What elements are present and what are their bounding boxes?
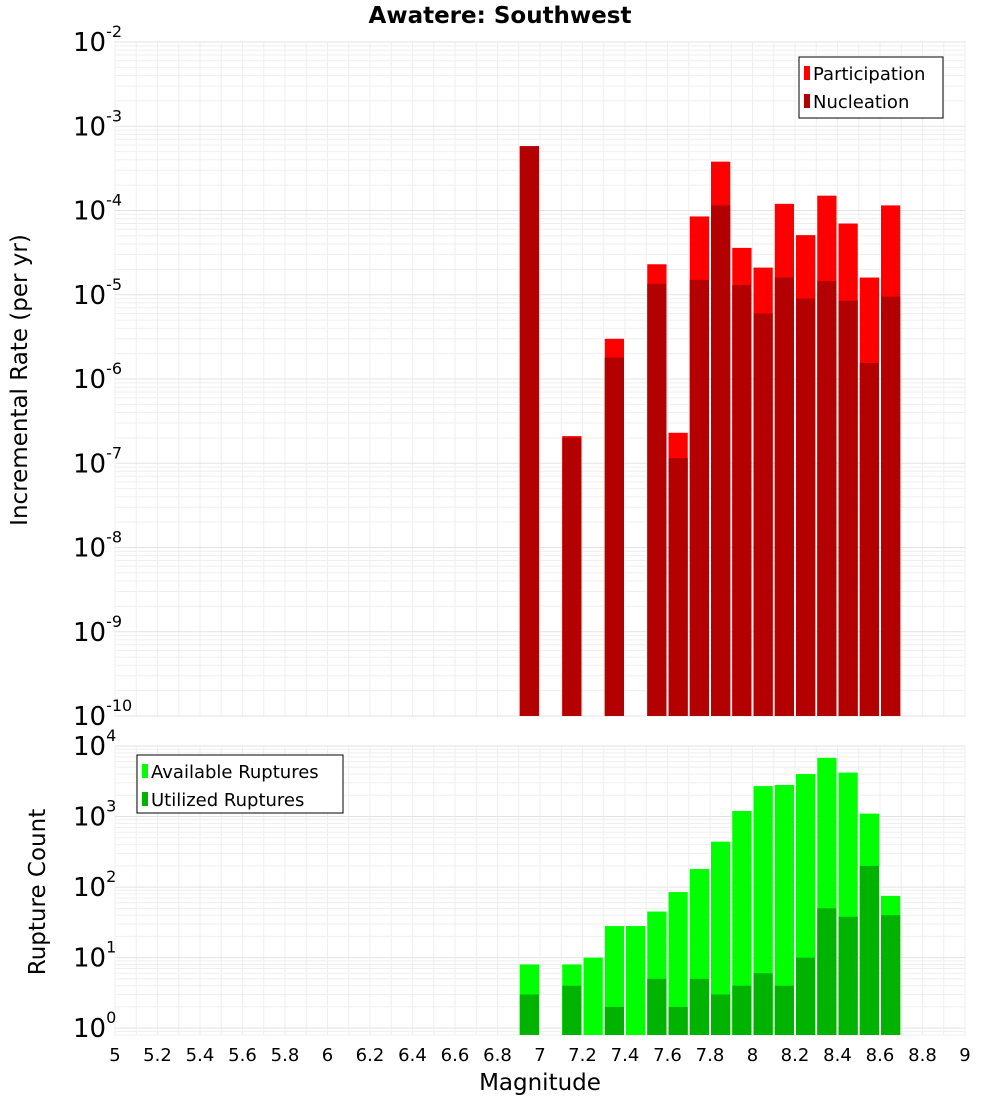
bar bbox=[732, 285, 752, 716]
x-tick-label: 7.8 bbox=[696, 1045, 725, 1066]
incremental-rate-panel: 10-10 10-9 10-8 10-7 10-6 10-5 10-4 10-3 10-2 Par… bbox=[73, 22, 966, 732]
bar bbox=[583, 957, 603, 1035]
legend-box bbox=[136, 754, 344, 814]
bar bbox=[817, 281, 837, 716]
y-axis-label-count: Rupture Count bbox=[25, 809, 51, 975]
y-tick-label: 101 bbox=[73, 938, 116, 974]
legend: Available Ruptures Utilized Ruptures bbox=[136, 754, 344, 814]
bar bbox=[668, 458, 688, 716]
legend-swatch bbox=[142, 764, 148, 778]
y-tick-labels: 10-10 10-9 10-8 10-7 10-6 10-5 10-4 10-3 10-2 bbox=[73, 22, 132, 732]
y-tick-label: 100 bbox=[73, 1008, 116, 1044]
series-nucleation bbox=[519, 146, 901, 716]
bar bbox=[796, 298, 816, 716]
bar bbox=[711, 841, 731, 1035]
x-tick-label: 8.4 bbox=[823, 1045, 852, 1066]
x-tick-label: 7.2 bbox=[568, 1045, 597, 1066]
x-tick-label: 6.2 bbox=[356, 1045, 385, 1066]
legend-swatch bbox=[804, 66, 810, 80]
bar bbox=[519, 994, 539, 1035]
legend-entry: Available Ruptures bbox=[151, 762, 319, 783]
y-tick-label: 10-8 bbox=[73, 528, 122, 564]
legend-entry: Nucleation bbox=[813, 92, 909, 113]
chart-title: Awatere: Southwest bbox=[369, 3, 632, 29]
grid bbox=[114, 41, 966, 717]
bar bbox=[774, 784, 794, 1035]
y-tick-label: 10-4 bbox=[73, 191, 122, 227]
x-tick-label: 5 bbox=[109, 1045, 120, 1066]
x-tick-label: 5.6 bbox=[228, 1045, 257, 1066]
bar bbox=[859, 865, 879, 1035]
x-axis: 5 5.2 5.4 5.6 5.8 6 6.2 6.4 6.6 6.8 7 7.2 7.4 7.6 7.8 8… bbox=[109, 1045, 970, 1066]
bar bbox=[817, 908, 837, 1035]
bar bbox=[774, 985, 794, 1035]
x-tick-label: 8.2 bbox=[781, 1045, 810, 1066]
bar bbox=[562, 437, 582, 716]
y-tick-label: 102 bbox=[73, 867, 116, 903]
y-tick-label: 10-6 bbox=[73, 359, 122, 395]
bar bbox=[753, 313, 773, 716]
y-tick-label: 104 bbox=[73, 726, 116, 762]
y-tick-label: 10-9 bbox=[73, 612, 122, 648]
bar bbox=[753, 786, 773, 1035]
rupture-count-panel: 100 101 102 103 104 Available Ruptures Utilize… bbox=[73, 726, 966, 1044]
bar bbox=[881, 296, 901, 716]
y-tick-labels: 100 101 102 103 104 bbox=[73, 726, 116, 1044]
legend-entry: Utilized Ruptures bbox=[151, 790, 304, 811]
legend-entry: Participation bbox=[813, 64, 925, 85]
y-tick-label: 10-5 bbox=[73, 275, 122, 311]
y-tick-label: 10-3 bbox=[73, 106, 122, 142]
x-tick-label: 8.6 bbox=[866, 1045, 895, 1066]
bar bbox=[604, 1006, 624, 1035]
bar bbox=[689, 978, 709, 1035]
x-tick-label: 7.6 bbox=[653, 1045, 682, 1066]
y-tick-label: 10-2 bbox=[73, 22, 122, 58]
x-tick-label: 7 bbox=[534, 1045, 545, 1066]
x-tick-label: 8.8 bbox=[908, 1045, 937, 1066]
x-tick-label: 9 bbox=[959, 1045, 970, 1066]
x-tick-label: 6 bbox=[322, 1045, 333, 1066]
bar bbox=[732, 810, 752, 1035]
bar bbox=[753, 973, 773, 1035]
bar bbox=[689, 279, 709, 716]
bar bbox=[859, 362, 879, 716]
bar bbox=[838, 300, 858, 716]
bar bbox=[562, 985, 582, 1035]
bar bbox=[519, 146, 539, 716]
y-tick-label: 103 bbox=[73, 797, 116, 833]
y-tick-label: 10-7 bbox=[73, 443, 122, 479]
x-tick-label: 5.2 bbox=[143, 1045, 172, 1066]
bar bbox=[838, 916, 858, 1035]
bar bbox=[668, 892, 688, 1035]
y-axis-label-rate: Incremental Rate (per yr) bbox=[7, 234, 33, 526]
series-utilized-ruptures bbox=[519, 865, 901, 1035]
legend-swatch bbox=[142, 792, 148, 806]
legend-box bbox=[798, 56, 944, 119]
x-tick-label: 6.8 bbox=[483, 1045, 512, 1066]
bar bbox=[604, 357, 624, 716]
bar bbox=[647, 978, 667, 1035]
bar bbox=[732, 985, 752, 1035]
bar bbox=[881, 915, 901, 1035]
legend: Participation Nucleation bbox=[798, 56, 944, 119]
bar bbox=[668, 1006, 688, 1035]
bar bbox=[711, 994, 731, 1035]
bar bbox=[711, 205, 731, 716]
x-axis-label: Magnitude bbox=[479, 1070, 601, 1096]
x-tick-label: 5.4 bbox=[186, 1045, 215, 1066]
x-tick-label: 5.8 bbox=[271, 1045, 300, 1066]
bar bbox=[626, 926, 646, 1035]
bar bbox=[774, 277, 794, 716]
x-tick-label: 6.4 bbox=[398, 1045, 427, 1066]
y-tick-label: 10-10 bbox=[73, 696, 132, 732]
x-tick-label: 8 bbox=[747, 1045, 758, 1066]
bar bbox=[647, 283, 667, 716]
x-tick-label: 7.4 bbox=[611, 1045, 640, 1066]
legend-swatch bbox=[804, 94, 810, 108]
x-tick-label: 6.6 bbox=[441, 1045, 470, 1066]
bar bbox=[796, 957, 816, 1035]
